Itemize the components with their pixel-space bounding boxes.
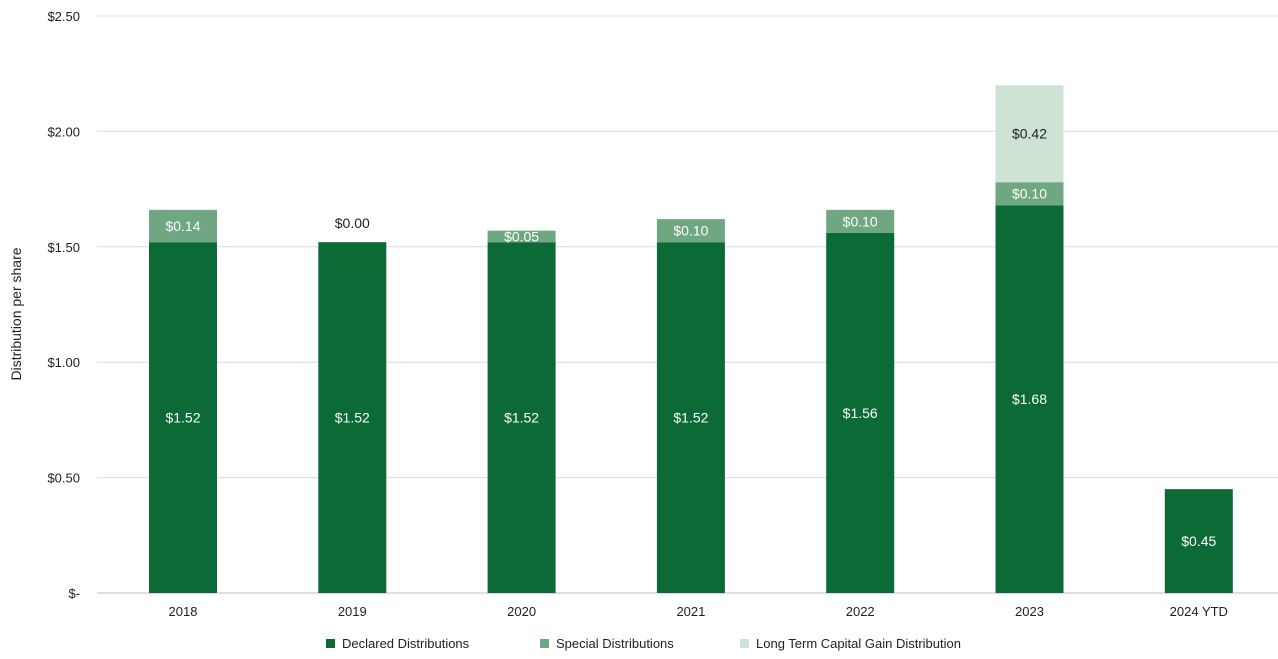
data-label: $0.05	[504, 228, 539, 244]
bars: $1.52 $0.14 $1.52 $0.00 $1.52 $0.05 $1.52 $0.10…	[149, 85, 1233, 594]
data-label: $1.52	[673, 410, 708, 426]
x-tick-label: 2022	[846, 604, 875, 619]
legend-label: Long Term Capital Gain Distribution	[756, 636, 961, 651]
data-label: $0.10	[843, 213, 878, 229]
y-tick-label: $0.50	[47, 471, 80, 486]
data-label: $1.52	[335, 410, 370, 426]
x-tick-label: 2023	[1015, 604, 1044, 619]
x-axis-ticks: 2018 2019 2020 2021 2022 2023 2024 YTD	[169, 604, 1228, 619]
bar-segment-declared-distributions	[826, 232, 895, 593]
legend: Declared Distributions Special Distributi…	[326, 636, 961, 651]
legend-swatch	[540, 639, 549, 648]
data-label: $1.52	[504, 410, 539, 426]
x-tick-label: 2021	[676, 604, 705, 619]
bar-segment-declared-distributions	[318, 242, 387, 593]
data-label: $0.10	[1012, 186, 1047, 202]
data-label: $1.68	[1012, 391, 1047, 407]
data-label: $0.00	[335, 215, 370, 231]
legend-swatch	[740, 639, 749, 648]
data-label: $1.52	[165, 410, 200, 426]
data-label: $0.10	[673, 223, 708, 239]
x-tick-label: 2018	[169, 604, 198, 619]
bar-segment-declared-distributions	[1164, 489, 1233, 593]
x-tick-label: 2020	[507, 604, 536, 619]
bar-segment-declared-distributions	[149, 242, 217, 593]
bar-segment-declared-distributions	[487, 242, 556, 593]
legend-swatch	[326, 639, 335, 648]
y-tick-label: $2.50	[47, 9, 80, 24]
data-label: $1.56	[843, 405, 878, 421]
bar-segment-declared-distributions	[656, 242, 725, 593]
y-axis-label: Distribution per share	[8, 247, 24, 380]
y-axis-ticks: $- $0.50 $1.00 $1.50 $2.00 $2.50	[47, 9, 80, 601]
legend-label: Declared Distributions	[342, 636, 470, 651]
y-tick-label: $1.00	[47, 355, 80, 370]
bar-segment-declared-distributions	[995, 205, 1064, 594]
y-tick-label: $1.50	[47, 240, 80, 255]
bar-segment-special-distributions	[995, 182, 1064, 206]
bar-segment-special-distributions	[487, 230, 556, 243]
data-label: $0.42	[1012, 126, 1047, 142]
bar-segment-special-distributions	[149, 209, 217, 243]
bar-segment-special-distributions	[656, 219, 725, 243]
x-tick-label: 2024 YTD	[1170, 604, 1228, 619]
y-tick-label: $2.00	[47, 124, 80, 139]
data-label: $0.14	[165, 218, 200, 234]
legend-label: Special Distributions	[556, 636, 674, 651]
data-label: $0.45	[1181, 533, 1216, 549]
y-tick-label: $-	[68, 586, 80, 601]
bar-segment-special-distributions	[826, 209, 895, 233]
x-tick-label: 2019	[338, 604, 367, 619]
bar-segment-long-term-capital-gain-distribution	[995, 85, 1064, 183]
